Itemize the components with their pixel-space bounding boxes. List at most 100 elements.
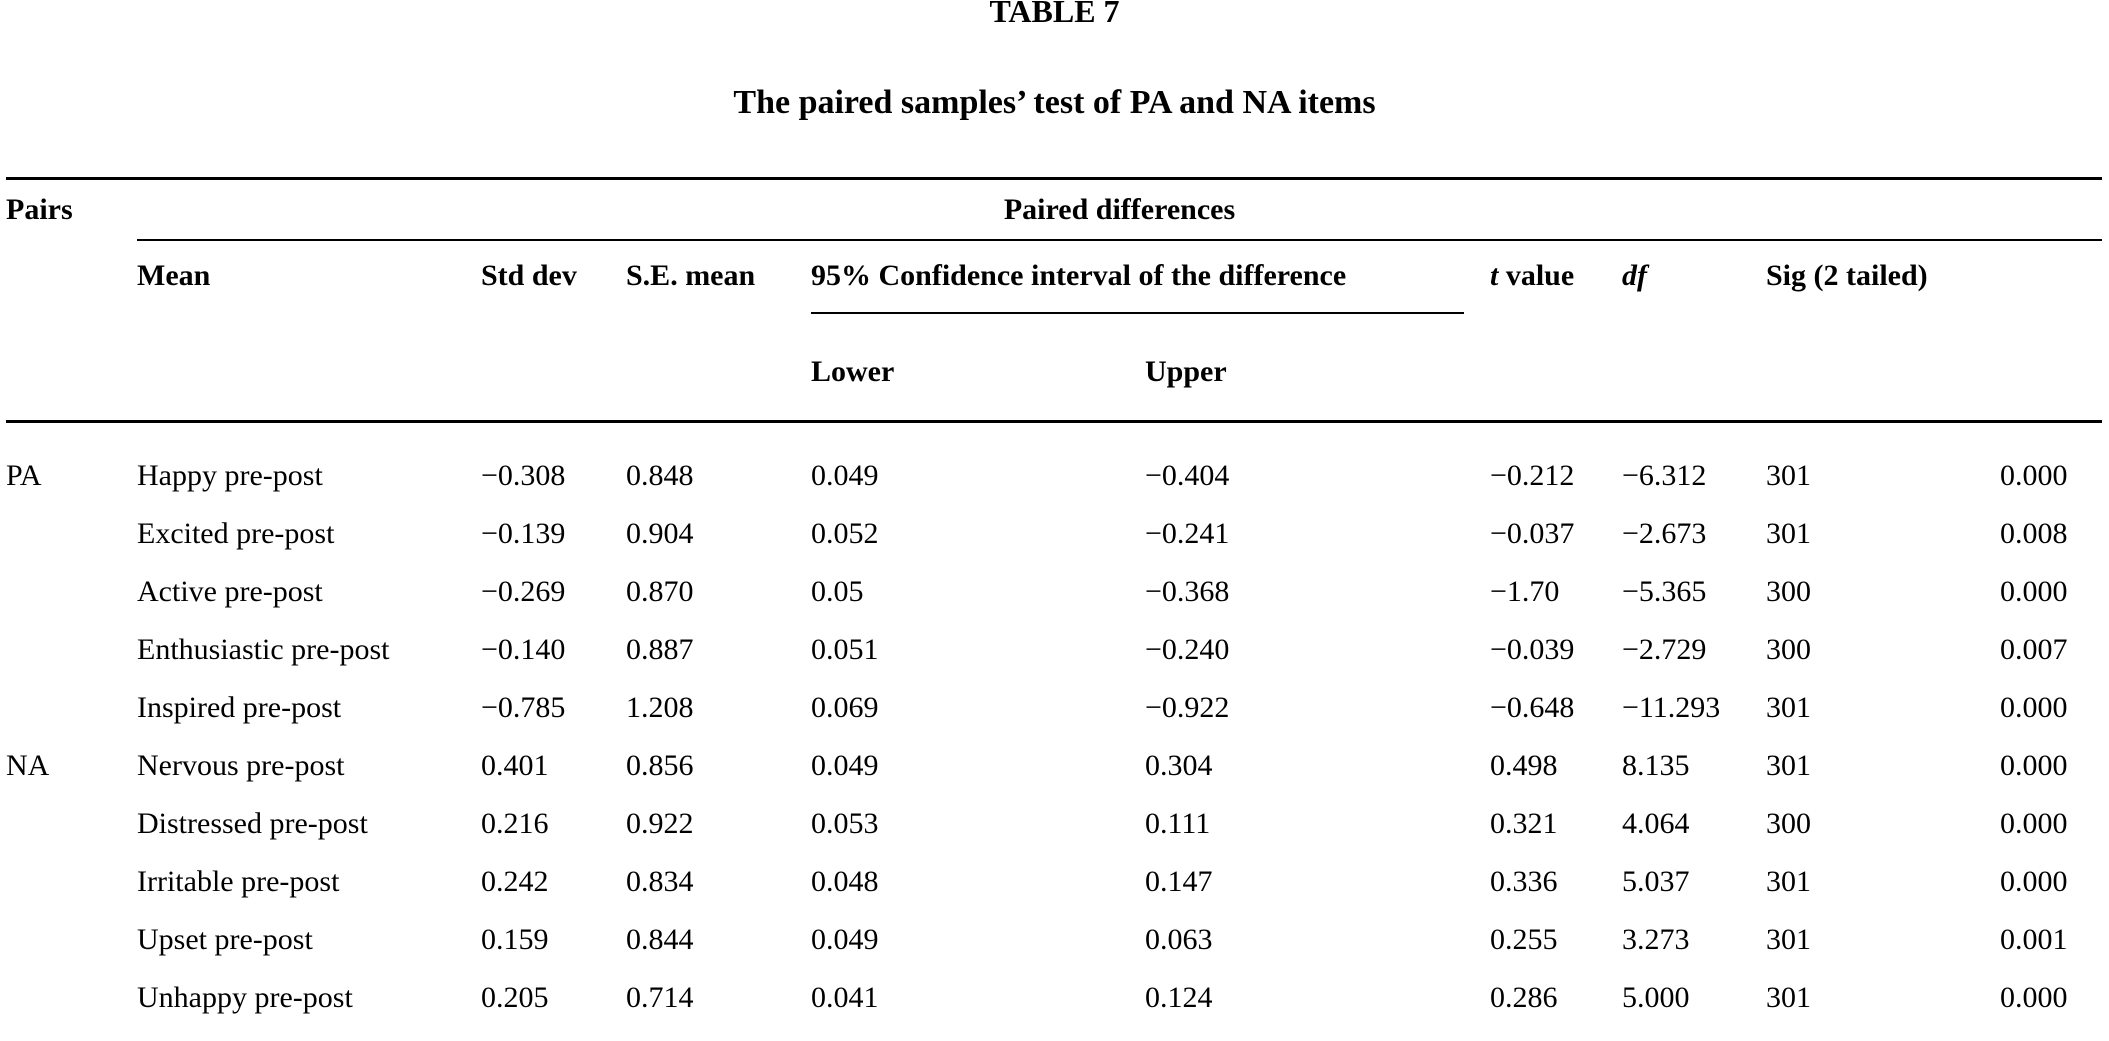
sig-cell: 0.000	[2000, 459, 2068, 492]
upper-cell: −0.037	[1490, 517, 1575, 550]
lower-cell: 0.147	[1145, 865, 1213, 898]
df-cell: 301	[1766, 923, 1811, 956]
lower-cell: 0.304	[1145, 749, 1213, 782]
pair-group-cell	[6, 897, 137, 955]
table-caption: The paired samples’ test of PA and NA it…	[733, 84, 1376, 121]
empty-header-cell	[1622, 338, 1766, 423]
table-row: PA Happy pre-post −0.308 0.848 0.049 −0.…	[6, 422, 2102, 492]
df-cell: 300	[1766, 807, 1811, 840]
t-value-column-header: t value	[1490, 240, 1622, 338]
pair-item-cell: Nervous pre-post	[137, 749, 345, 782]
table-number-title: TABLE 7	[989, 0, 1120, 29]
upper-cell: −0.648	[1490, 691, 1575, 724]
sig-cell: 0.008	[2000, 517, 2068, 550]
sig-cell: 0.000	[2000, 1013, 2102, 1041]
table-row: Enthusiastic pre-post −0.140 0.887 0.051…	[6, 607, 2102, 665]
se-mean-cell: 0.049	[811, 923, 879, 956]
std-dev-cell: 0.904	[626, 517, 694, 550]
lower-cell: 0.124	[1145, 981, 1213, 1014]
df-cell: 301	[1766, 517, 1811, 550]
t-value-cell: −2.673	[1622, 517, 1707, 550]
df-cell: 301	[1766, 691, 1811, 724]
upper-cell: −1.70	[1490, 575, 1560, 608]
pair-group-cell	[6, 491, 137, 549]
mean-cell: 0.116	[481, 1013, 626, 1041]
mean-cell: −0.308	[481, 459, 566, 492]
t-value-cell: −6.312	[1622, 459, 1707, 492]
table-row: NA Nervous pre-post 0.401 0.856 0.049 0.…	[6, 723, 2102, 781]
t-value-cell: 3.273	[1622, 923, 1690, 956]
pair-item-cell: Enthusiastic pre-post	[137, 633, 390, 666]
upper-column-header: Upper	[1145, 338, 1490, 423]
df-cell: 301	[1766, 981, 1811, 1014]
pair-item-cell: Upset pre-post	[137, 923, 313, 956]
se-mean-cell: 0.041	[811, 981, 879, 1014]
se-mean-cell: 0.052	[811, 517, 879, 550]
pair-group-cell	[6, 781, 137, 839]
df-cell: 301	[1766, 865, 1811, 898]
pair-group-cell	[6, 607, 137, 665]
lower-cell: −0.241	[1145, 517, 1230, 550]
pair-group-cell	[6, 839, 137, 897]
table-row: Excited pre-post −0.139 0.904 0.052 −0.2…	[6, 491, 2102, 549]
sig-cell: 0.000	[2000, 807, 2068, 840]
t-value-cell: 5.037	[1622, 865, 1690, 898]
std-dev-cell: 0.781	[626, 1013, 811, 1041]
std-dev-cell: 0.887	[626, 633, 694, 666]
upper-cell: −0.212	[1490, 459, 1575, 492]
paired-differences-header: Paired differences	[137, 178, 2102, 241]
lower-cell: −0.368	[1145, 575, 1230, 608]
mean-cell: −0.269	[481, 575, 566, 608]
mean-cell: 0.401	[481, 749, 549, 782]
table-header: Pairs Paired differences Mean Std dev S.…	[6, 178, 2102, 423]
lower-cell: 0.028	[1145, 1013, 1490, 1041]
upper-cell: 0.498	[1490, 749, 1558, 782]
sig-cell: 0.001	[2000, 923, 2068, 956]
empty-header-cell	[626, 338, 811, 423]
table-row: Upset pre-post 0.159 0.844 0.049 0.063 0…	[6, 897, 2102, 955]
sig-cell: 0.000	[2000, 865, 2068, 898]
sig-cell: 0.000	[2000, 691, 2068, 724]
se-mean-cell: 0.051	[811, 633, 879, 666]
upper-cell: 0.205	[1490, 1013, 1622, 1041]
lower-cell: 0.111	[1145, 807, 1211, 840]
std-dev-cell: 0.834	[626, 865, 694, 898]
pair-item-cell: Distressed pre-post	[137, 807, 368, 840]
mean-cell: −0.140	[481, 633, 566, 666]
lower-cell: −0.240	[1145, 633, 1230, 666]
upper-cell: 0.336	[1490, 865, 1558, 898]
std-dev-cell: 0.922	[626, 807, 694, 840]
mean-cell: 0.216	[481, 807, 549, 840]
mean-cell: 0.205	[481, 981, 549, 1014]
table-row: Distressed pre-post 0.216 0.922 0.053 0.…	[6, 781, 2102, 839]
pair-item-cell: Happy pre-post	[137, 459, 323, 492]
t-value-cell: 8.135	[1622, 749, 1690, 782]
empty-header-cell	[1766, 338, 2000, 423]
t-value-cell: −11.293	[1622, 691, 1721, 724]
std-dev-cell: 0.848	[626, 459, 694, 492]
upper-cell: 0.321	[1490, 807, 1558, 840]
sig-cell: 0.000	[2000, 575, 2068, 608]
pair-group-cell	[6, 665, 137, 723]
se-mean-cell: 0.049	[811, 459, 879, 492]
pair-group-cell	[6, 1013, 137, 1041]
t-value-cell: −2.729	[1622, 633, 1707, 666]
empty-header-cell	[481, 338, 626, 423]
table-row: Unhappy pre-post 0.205 0.714 0.041 0.124…	[6, 955, 2102, 1013]
empty-header-cell	[1490, 338, 1622, 423]
se-mean-cell: 0.045	[811, 1013, 1145, 1041]
mean-column-header: Mean	[137, 259, 211, 292]
upper-cell: 0.286	[1490, 981, 1558, 1014]
pairs-column-header: Pairs	[6, 193, 73, 226]
confidence-interval-label: 95% Confidence interval of the differenc…	[811, 261, 1464, 314]
empty-header-cell	[2000, 338, 2102, 423]
std-dev-column-header: Std dev	[481, 259, 577, 292]
pair-group-cell: PA	[6, 459, 42, 492]
empty-header-cell	[2000, 240, 2102, 338]
se-mean-cell: 0.048	[811, 865, 879, 898]
se-mean-cell: 0.049	[811, 749, 879, 782]
se-mean-cell: 0.05	[811, 575, 864, 608]
std-dev-cell: 0.870	[626, 575, 694, 608]
header-row-groups: Pairs Paired differences	[6, 178, 2102, 241]
header-row-measures: Mean Std dev S.E. mean 95% Confidence in…	[6, 240, 2102, 338]
